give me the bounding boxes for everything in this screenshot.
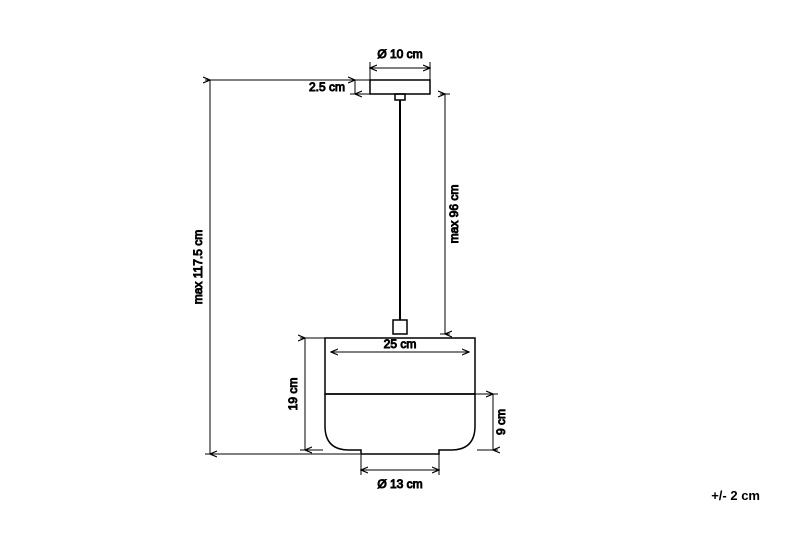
dim-shade-width: 25 cm (331, 337, 469, 352)
dim-canopy-height: 2.5 cm (309, 80, 370, 94)
label-canopy-diameter: Ø 10 cm (377, 47, 422, 61)
dim-bottom-diameter: Ø 13 cm (361, 454, 439, 491)
dim-shade-height: 19 cm (286, 338, 325, 450)
label-glass-height: 9 cm (494, 409, 508, 435)
label-bottom-diameter: Ø 13 cm (377, 477, 422, 491)
label-shade-height: 19 cm (286, 378, 300, 411)
coupler (393, 320, 407, 334)
dim-drop-max: max 96 cm (440, 94, 461, 334)
label-drop-max: max 96 cm (447, 185, 461, 244)
lamp-dimension-diagram: Ø 10 cm 2.5 cm max 96 cm max 117.5 cm 25… (0, 0, 800, 533)
lamp-outline (325, 80, 475, 454)
label-canopy-height: 2.5 cm (309, 80, 345, 94)
dim-total-max: max 117.5 cm (191, 80, 370, 454)
label-shade-width: 25 cm (384, 337, 417, 351)
shade (325, 338, 475, 454)
canopy (370, 80, 430, 100)
dim-canopy-diameter: Ø 10 cm (370, 47, 430, 80)
label-total-max: max 117.5 cm (191, 230, 205, 304)
dim-glass-height: 9 cm (475, 394, 508, 450)
tolerance-note: +/- 2 cm (711, 488, 760, 503)
